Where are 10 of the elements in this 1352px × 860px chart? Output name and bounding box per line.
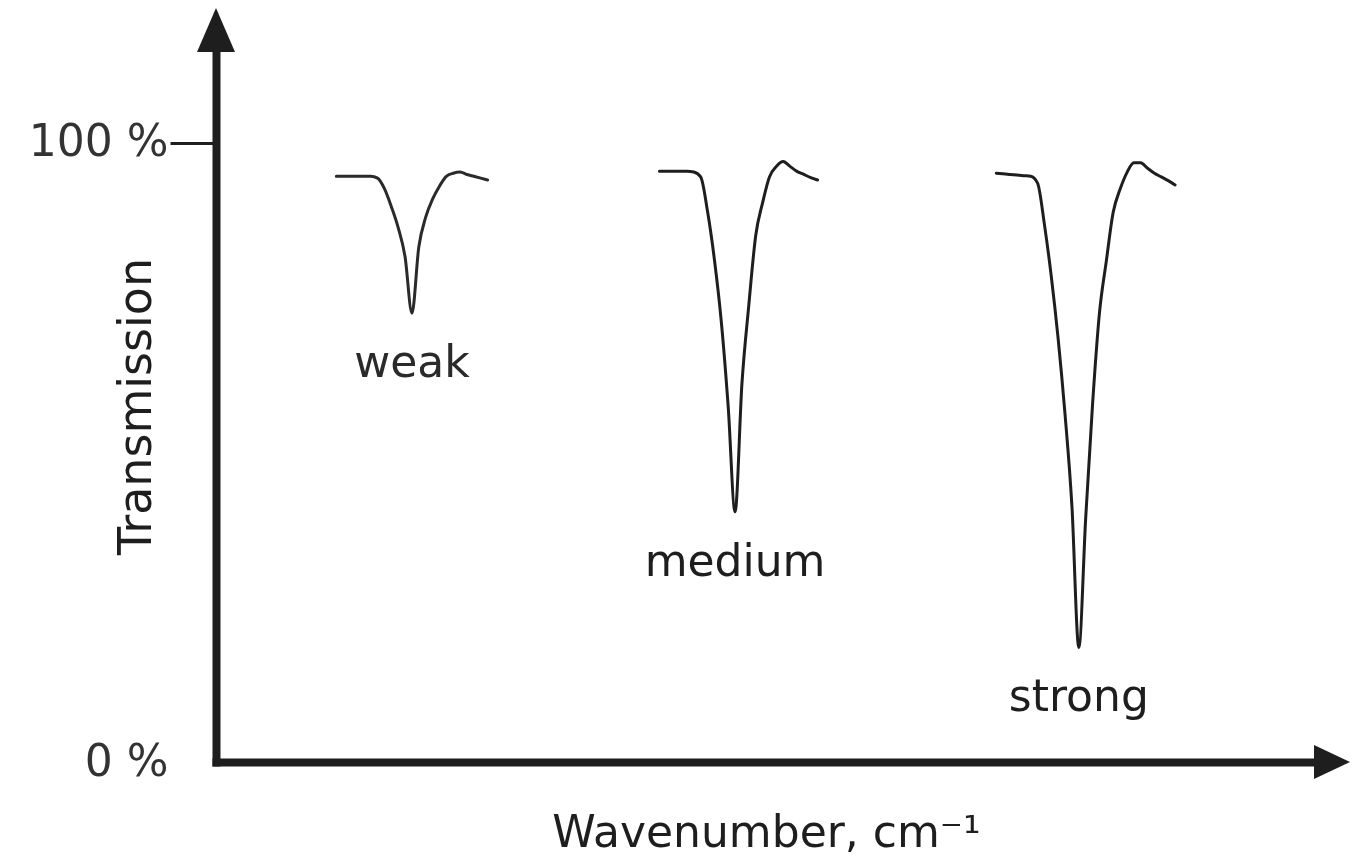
x-axis-title: Wavenumber, cm⁻¹: [552, 805, 981, 857]
y-tick-label: 100 %: [28, 115, 169, 167]
series-label: weak: [354, 336, 471, 388]
series-label: strong: [1008, 670, 1149, 722]
y-tick-label: 0 %: [84, 734, 169, 786]
line-series: [994, 161, 1177, 649]
line-series: [334, 170, 490, 315]
line-series: [657, 159, 820, 514]
y-axis-title: Transmission: [107, 257, 162, 557]
series-label: medium: [644, 534, 826, 586]
